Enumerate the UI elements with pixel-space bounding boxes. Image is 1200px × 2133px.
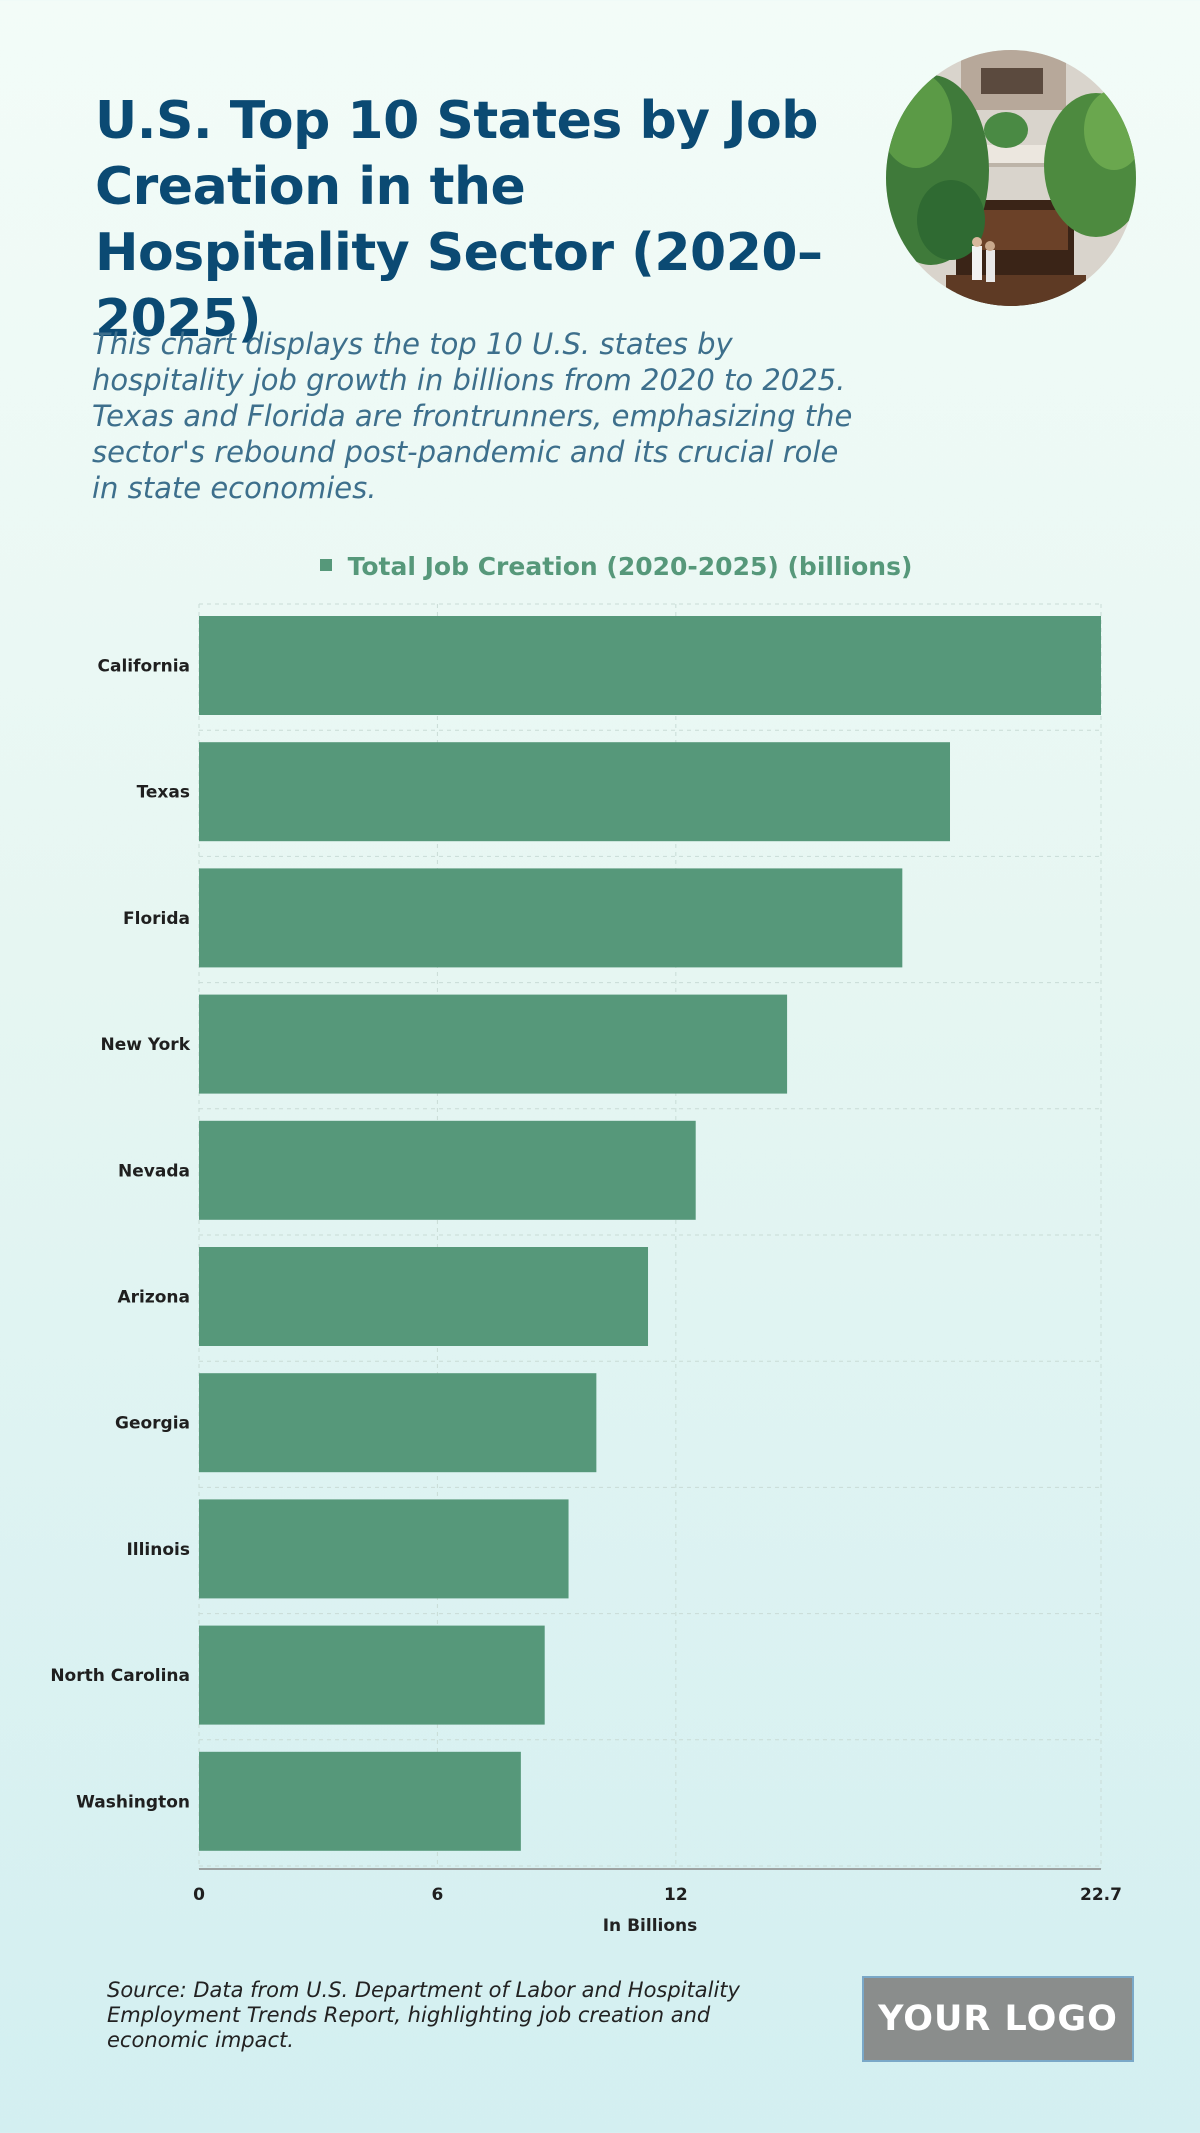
x-tick-label: 22.7: [1080, 1885, 1122, 1905]
bar-washington: [199, 1751, 521, 1851]
y-tick-label: Florida: [123, 909, 190, 929]
bar-georgia: [199, 1373, 597, 1473]
bar-illinois: [199, 1499, 569, 1599]
x-tick-label: 0: [193, 1885, 205, 1905]
y-tick-label: Nevada: [118, 1161, 190, 1181]
y-tick-label: New York: [101, 1035, 191, 1055]
y-tick-label: Georgia: [115, 1414, 190, 1434]
bar-nevada: [199, 1120, 696, 1220]
y-tick-label: California: [98, 657, 190, 677]
y-tick-label: Illinois: [126, 1540, 190, 1560]
bar-arizona: [199, 1247, 649, 1346]
bar-texas: [199, 742, 951, 842]
bar-north-carolina: [199, 1625, 545, 1725]
y-tick-label: North Carolina: [50, 1666, 190, 1686]
y-tick-label: Texas: [137, 783, 190, 803]
x-tick-label: 6: [431, 1885, 443, 1905]
legend-swatch: [319, 559, 332, 571]
x-tick-label: 12: [664, 1885, 688, 1905]
bar-florida: [199, 868, 903, 968]
bar-chart: California Texas Florida New York Nevada Ariz…: [50, 603, 1122, 1905]
bar-california: [199, 616, 1101, 715]
legend-label: Total Job Creation (2020-2025) (billions…: [347, 552, 913, 581]
chart-subtitle: This chart displays the top 10 U.S. stat…: [92, 327, 853, 505]
y-tick-label: Arizona: [117, 1288, 190, 1308]
chart-legend: Total Job Creation (2020-2025) (billions…: [0, 552, 1200, 581]
chart-title: U.S. Top 10 States by Job Creation in th…: [95, 91, 823, 349]
y-tick-label: Washington: [76, 1792, 190, 1812]
x-axis-label: In Billions: [602, 1916, 698, 1936]
hotel-lobby-photo: [886, 50, 1136, 306]
source-note: Source: Data from U.S. Department of Lab…: [107, 1978, 740, 2052]
bar-new-york: [199, 994, 788, 1094]
logo-placeholder: YOUR LOGO: [862, 1976, 1134, 2062]
